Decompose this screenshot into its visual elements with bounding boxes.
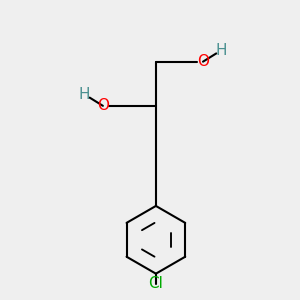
Text: O: O bbox=[97, 98, 109, 113]
Text: O: O bbox=[197, 54, 209, 69]
Text: H: H bbox=[79, 87, 90, 102]
Text: Cl: Cl bbox=[148, 277, 163, 292]
Text: H: H bbox=[215, 43, 227, 58]
